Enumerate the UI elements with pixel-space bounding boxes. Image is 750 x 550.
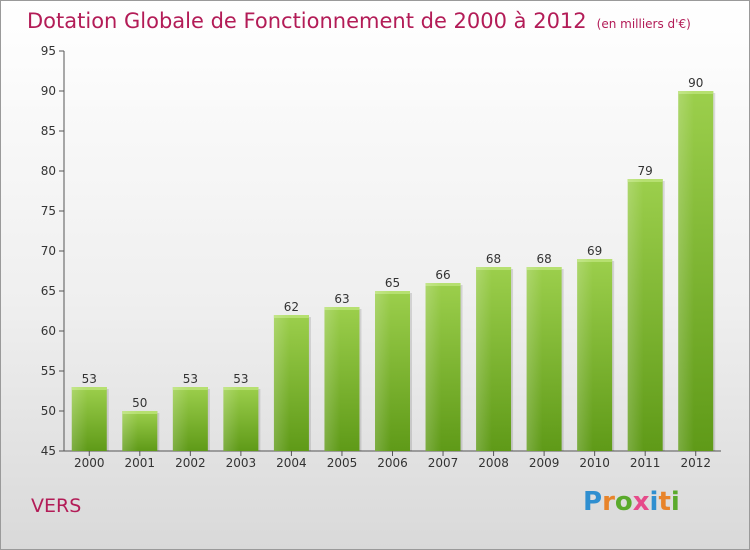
y-tick-label: 55 xyxy=(41,364,56,378)
bar-top-highlight xyxy=(526,267,562,270)
data-label: 68 xyxy=(536,252,551,266)
y-tick-label: 95 xyxy=(41,44,56,58)
x-tick-label: 2005 xyxy=(327,456,358,470)
data-label: 90 xyxy=(688,76,703,90)
bar-top-highlight xyxy=(678,91,714,94)
bar-top-highlight xyxy=(172,387,208,390)
bar-shine xyxy=(71,387,88,451)
data-label: 63 xyxy=(334,292,349,306)
bar-shine xyxy=(223,387,240,451)
bar-shine xyxy=(122,411,139,451)
bar-shine xyxy=(324,307,341,451)
bar-shine xyxy=(627,179,644,451)
logo-letter: o xyxy=(614,487,633,517)
bar-top-highlight xyxy=(627,179,663,182)
x-tick-label: 2006 xyxy=(377,456,408,470)
x-tick-label: 2000 xyxy=(74,456,105,470)
y-tick-label: 85 xyxy=(41,124,56,138)
x-tick-label: 2011 xyxy=(630,456,661,470)
logo-letter: i xyxy=(670,487,680,517)
data-label: 53 xyxy=(82,372,97,386)
y-tick-label: 45 xyxy=(41,444,56,458)
bar-shine xyxy=(273,315,290,451)
logo-letter: t xyxy=(658,487,671,517)
data-label: 53 xyxy=(183,372,198,386)
y-tick-label: 75 xyxy=(41,204,56,218)
bar-shine xyxy=(526,267,543,451)
y-tick-label: 90 xyxy=(41,84,56,98)
proxiti-logo[interactable]: Proxiti xyxy=(583,487,680,517)
bar-top-highlight xyxy=(71,387,107,390)
bar-shine xyxy=(425,283,442,451)
bars: 53 50 53 53 62 63 65 66 68 68 69 79 90 xyxy=(71,76,716,451)
y-tick-label: 50 xyxy=(41,404,56,418)
data-label: 62 xyxy=(284,300,299,314)
data-label: 65 xyxy=(385,276,400,290)
x-tick-label: 2009 xyxy=(529,456,560,470)
logo-letter: x xyxy=(632,487,650,517)
x-tick-label: 2010 xyxy=(579,456,610,470)
x-tick-label: 2003 xyxy=(226,456,257,470)
x-tick-label: 2008 xyxy=(478,456,509,470)
bar-top-highlight xyxy=(425,283,461,286)
x-tick-label: 2007 xyxy=(428,456,459,470)
x-tick-label: 2004 xyxy=(276,456,307,470)
bar-shine xyxy=(678,91,694,451)
chart-title-text: Dotation Globale de Fonctionnement de 20… xyxy=(27,9,587,33)
bar-shine xyxy=(577,259,593,451)
x-tick-label: 2002 xyxy=(175,456,206,470)
bar-shine xyxy=(172,387,189,451)
axes: 45 50 55 60 65 70 75 80 85 90 95 2000 2001 2002 2003 20… xyxy=(41,44,721,470)
data-label: 53 xyxy=(233,372,248,386)
logo-letter: P xyxy=(583,487,603,517)
bar-top-highlight xyxy=(375,291,410,294)
y-tick-label: 65 xyxy=(41,284,56,298)
data-label: 50 xyxy=(132,396,147,410)
logo-letter: r xyxy=(602,487,615,517)
bar-top-highlight xyxy=(223,387,259,390)
bar-shine xyxy=(375,291,391,451)
bar-top-highlight xyxy=(577,259,613,262)
bar-top-highlight xyxy=(273,315,309,318)
bar-top-highlight xyxy=(122,411,158,414)
chart-title: Dotation Globale de Fonctionnement de 20… xyxy=(27,9,691,33)
bar-shine xyxy=(476,267,492,451)
logo-letter: i xyxy=(649,487,659,517)
x-tick-label: 2001 xyxy=(125,456,156,470)
bar-top-highlight xyxy=(324,307,360,310)
data-label: 68 xyxy=(486,252,501,266)
commune-name: VERS xyxy=(31,495,82,517)
data-label: 79 xyxy=(638,164,653,178)
x-tick-label: 2012 xyxy=(680,456,711,470)
y-tick-label: 80 xyxy=(41,164,56,178)
y-tick-label: 70 xyxy=(41,244,56,258)
data-label: 69 xyxy=(587,244,602,258)
y-tick-label: 60 xyxy=(41,324,56,338)
data-label: 66 xyxy=(435,268,450,282)
bar-top-highlight xyxy=(476,267,512,270)
chart-subtitle: (en milliers d'€) xyxy=(596,17,691,31)
